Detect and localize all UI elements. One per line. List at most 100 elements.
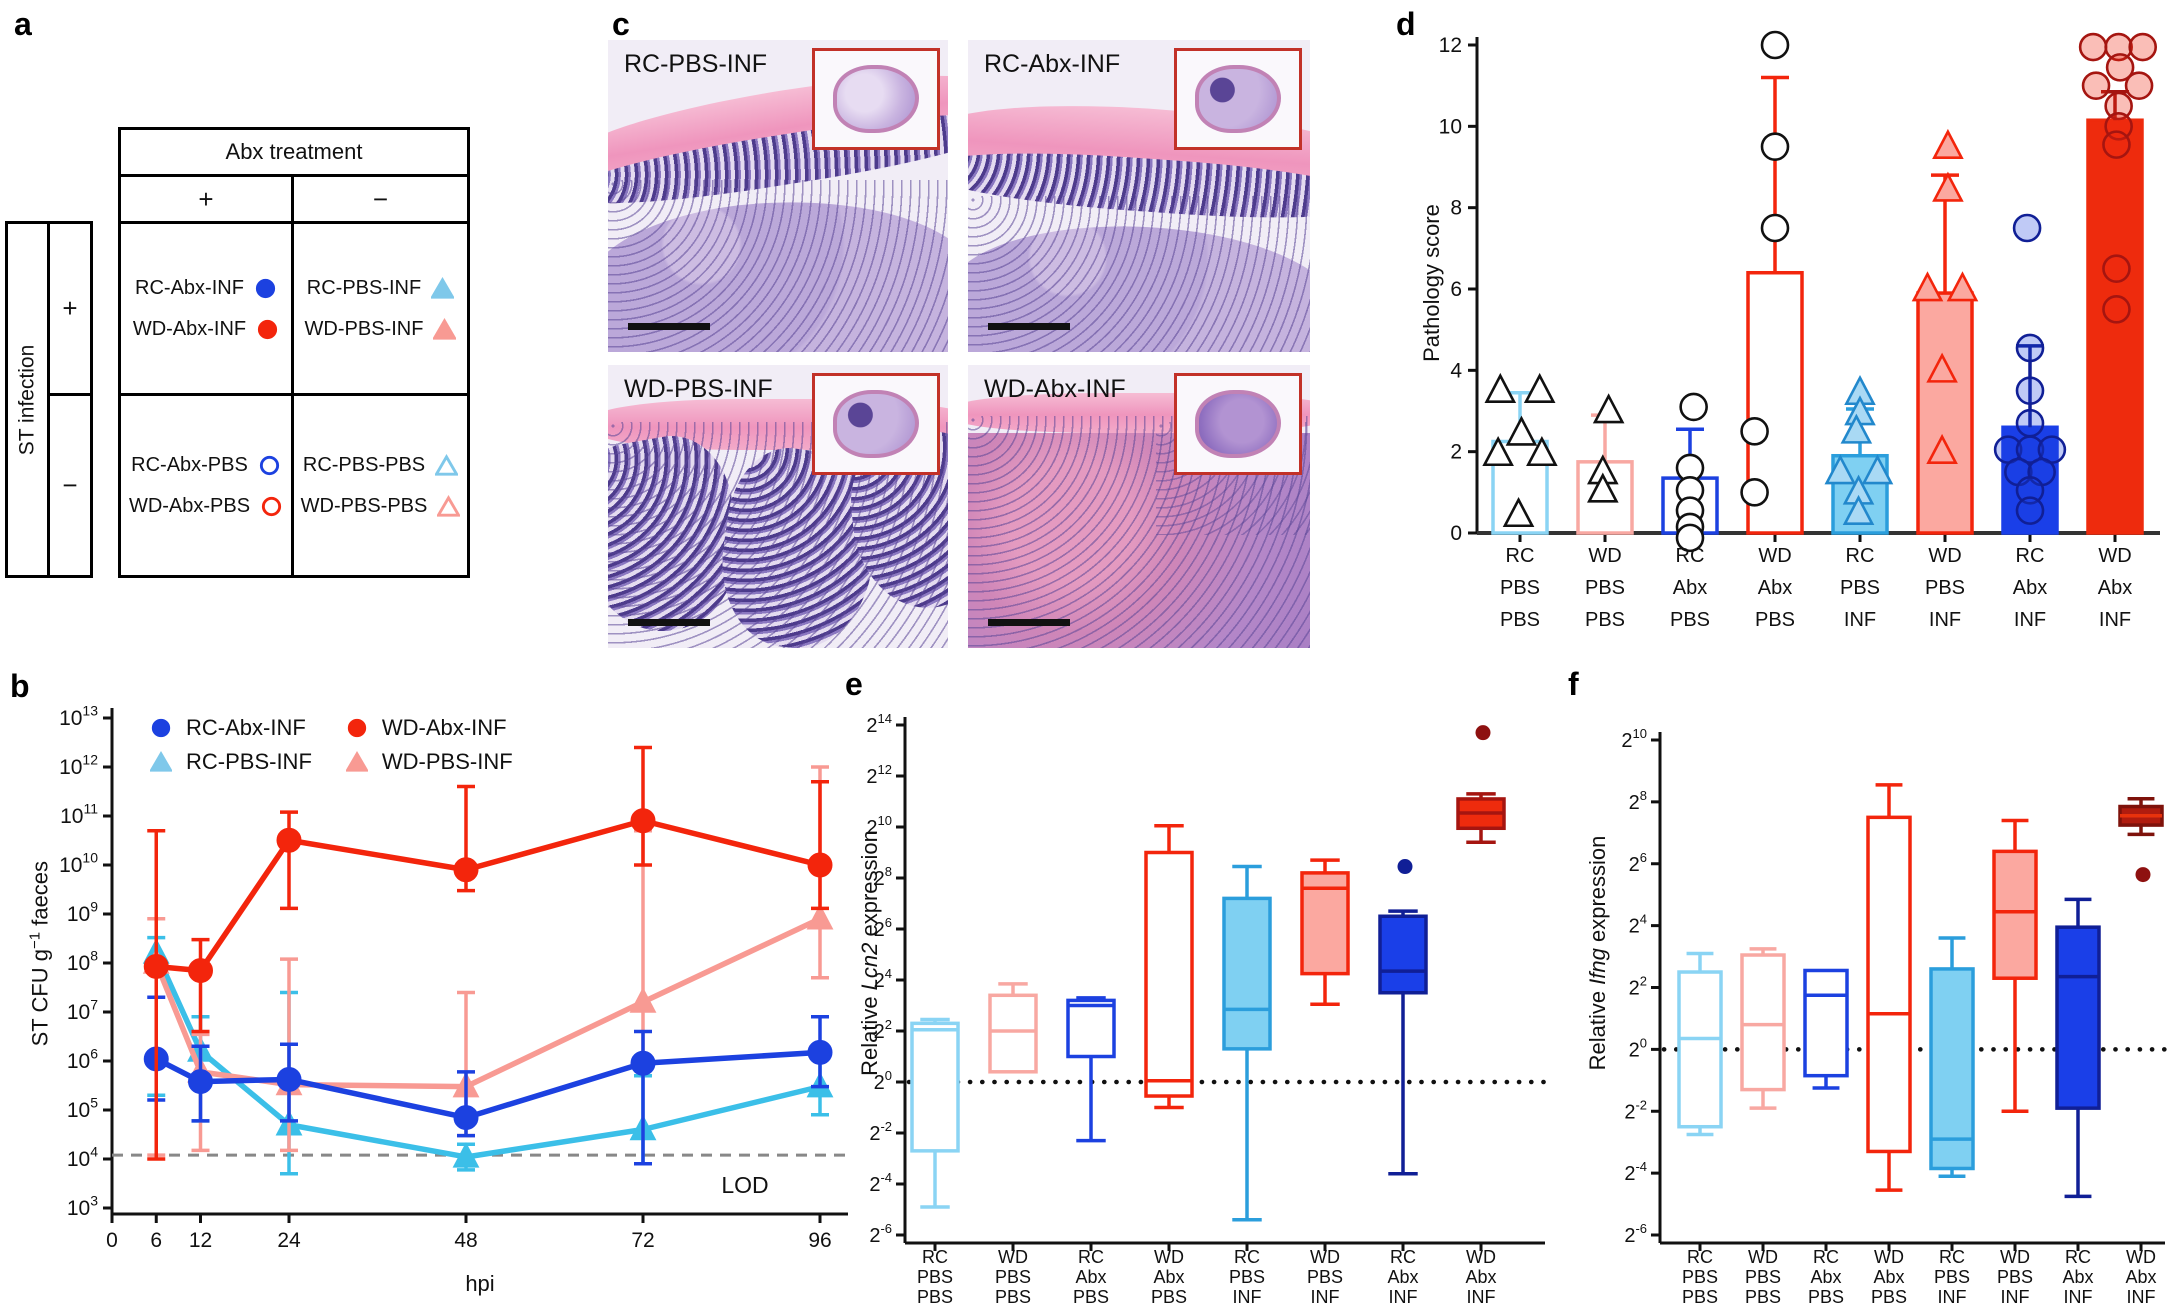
svg-text:22: 22 [874,1017,892,1043]
svg-text:1011: 1011 [60,801,98,828]
bar-group-RC-Abx-INF: RC Abx INF [1993,213,2067,631]
svg-text:RC: RC [1813,1247,1839,1267]
micrograph-label: RC-PBS-INF [624,50,768,78]
svg-text:INF: INF [2014,609,2046,631]
svg-text:2-2: 2-2 [869,1119,892,1145]
svg-text:104: 104 [67,1144,98,1171]
svg-text:1010: 1010 [59,850,98,877]
legend-item: RC-PBS-INF [150,749,312,775]
panel-a-design-table: Abx treatment + − ST infection + − RC-Ab… [5,127,475,582]
svg-text:210: 210 [866,813,892,839]
svg-text:Abx: Abx [1758,577,1792,599]
whole-section-inset [1174,373,1302,475]
svg-text:RC: RC [1390,1247,1416,1267]
legend-label: RC-Abx-INF [186,715,306,740]
svg-text:WD: WD [2098,545,2131,567]
svg-text:INF: INF [2064,1287,2093,1303]
svg-text:20: 20 [874,1068,892,1094]
bar-group-WD-PBS-INF: WD PBS INF [1911,128,1979,631]
inset-section [833,65,919,133]
x-axis-label: hpi [465,1271,494,1296]
svg-text:Abx: Abx [1387,1267,1418,1287]
svg-text:2: 2 [1450,441,1462,464]
svg-text:INF: INF [1938,1287,1967,1303]
svg-text:WD: WD [1588,545,1621,567]
svg-text:28: 28 [874,864,892,890]
scale-bar [988,323,1070,330]
svg-text:INF: INF [1311,1287,1340,1303]
svg-text:PBS: PBS [1682,1287,1718,1303]
svg-text:0: 0 [106,1229,118,1252]
bar-group-WD-Abx-PBS: WD Abx PBS [1740,30,1804,631]
svg-text:12: 12 [1439,34,1462,57]
legend-label: WD-Abx-INF [381,715,507,740]
panel-e-chart: 2-62-42-22022242628210212214RCPBSPBSWDPB… [866,711,1548,1303]
legend-item: WD-PBS-INF [345,749,513,775]
bar-group-RC-Abx-PBS: RC Abx PBS [1661,392,1719,631]
svg-text:28: 28 [1629,788,1647,814]
group-cell-abx-infected: RC-Abx-INF WD-Abx-INF [118,221,294,396]
svg-text:6: 6 [150,1229,162,1252]
group-entry: WD-Abx-PBS [129,495,283,518]
svg-text:PBS: PBS [1871,1287,1907,1303]
svg-text:RC: RC [2065,1247,2091,1267]
svg-text:108: 108 [67,948,98,975]
svg-text:PBS: PBS [1997,1267,2033,1287]
infection-plus-header: + [47,221,93,396]
bar-group-WD-Abx-INF: WD Abx INF [2078,32,2158,631]
whole-section-inset [1174,48,1302,150]
svg-text:103: 103 [67,1193,98,1220]
abx-plus-header: + [118,174,294,224]
open-circle-icon [261,496,282,516]
svg-text:24: 24 [874,966,892,992]
svg-text:2-6: 2-6 [869,1221,892,1247]
inset-section [1195,390,1281,458]
svg-text:4: 4 [1450,359,1462,382]
svg-text:RC: RC [1506,545,1535,567]
group-entry: RC-PBS-PBS [303,454,459,477]
svg-text:Abx: Abx [2098,577,2132,599]
svg-text:WD: WD [1874,1247,1904,1267]
svg-text:WD: WD [1310,1247,1340,1267]
svg-text:PBS: PBS [1934,1267,1970,1287]
group-label: WD-PBS-INF [304,317,424,340]
svg-text:PBS: PBS [1585,577,1625,599]
abx-minus-header: − [291,174,470,224]
svg-text:10: 10 [1439,115,1462,138]
group-entry: RC-Abx-INF [135,277,277,300]
svg-text:RC: RC [1676,545,1705,567]
group-cell-pbs-mock: RC-PBS-PBS WD-PBS-PBS [291,393,470,578]
group-cell-pbs-infected: RC-PBS-INF WD-PBS-INF [291,221,470,396]
panel-b-chart: 103 104 105 106 107 108 109 1010 1011 1012 1013 0 6 1… [59,703,848,1296]
bar-group-RC-PBS-PBS: RC PBS PBS [1482,372,1558,631]
svg-text:Abx: Abx [1465,1267,1496,1287]
svg-text:WD: WD [1466,1247,1496,1267]
svg-text:107: 107 [67,997,98,1024]
group-label: RC-Abx-INF [135,276,244,299]
panel-d-chart: 0 2 4 6 8 10 12 RC PBS PBS WD PBS PBS RC Abx PBS WD Abx PB… [1439,30,2160,631]
panel-letter-d: d [1396,6,1416,42]
axes: 2-6 2-4 2-2 20 22 24 26 28 210 212 214 [866,711,1545,1251]
svg-text:Abx: Abx [2125,1267,2156,1287]
scale-bar [988,619,1070,626]
group-label: WD-Abx-PBS [128,494,251,517]
group-label: WD-Abx-INF [132,317,247,340]
svg-text:PBS: PBS [1500,577,1540,599]
svg-text:PBS: PBS [1307,1267,1343,1287]
svg-text:PBS: PBS [1745,1287,1781,1303]
svg-text:INF: INF [1233,1287,1262,1303]
svg-text:26: 26 [874,915,892,941]
svg-text:106: 106 [67,1046,98,1073]
svg-text:PBS: PBS [1585,609,1625,631]
svg-text:INF: INF [1467,1287,1496,1303]
filled-triangle-icon [431,276,455,299]
